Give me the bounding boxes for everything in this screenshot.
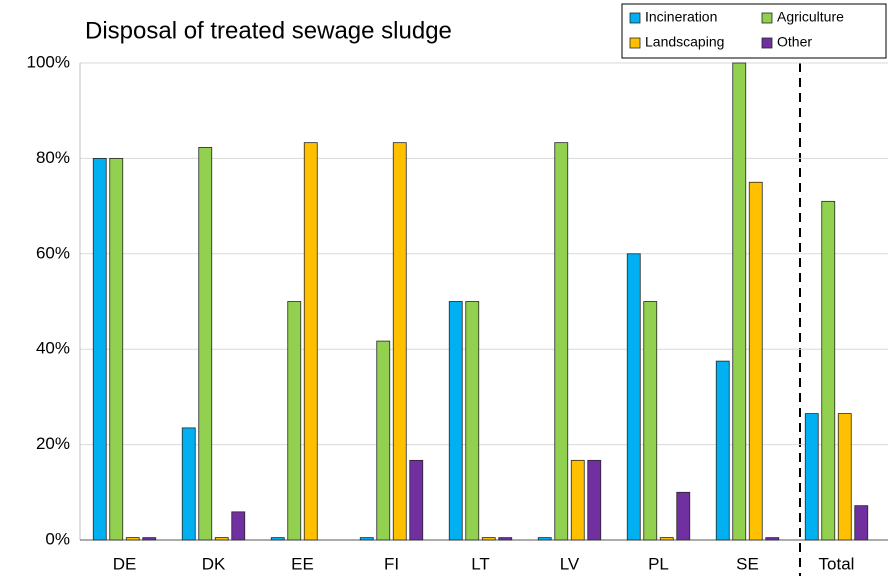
bar xyxy=(359,537,374,541)
bar xyxy=(231,511,246,541)
bar xyxy=(270,537,285,541)
bar xyxy=(448,301,463,541)
legend-swatch xyxy=(629,37,641,49)
y-tick-label: 0% xyxy=(45,529,70,548)
x-tick-label: Total xyxy=(819,554,855,573)
bar xyxy=(376,340,391,541)
x-tick-label: LV xyxy=(560,554,580,573)
bar xyxy=(643,301,658,541)
x-tick-label: DE xyxy=(113,554,137,573)
bar xyxy=(715,360,730,541)
bar xyxy=(854,505,869,541)
bar xyxy=(821,200,836,541)
bar xyxy=(587,459,602,541)
bar xyxy=(481,537,496,541)
bar xyxy=(409,459,424,541)
y-tick-label: 60% xyxy=(36,243,70,262)
legend-label: Agriculture xyxy=(777,9,844,25)
legend-swatch xyxy=(761,37,773,49)
bar xyxy=(109,157,124,541)
bar xyxy=(392,142,407,541)
bar xyxy=(676,491,691,541)
y-tick-label: 100% xyxy=(27,52,70,71)
x-tick-label: FI xyxy=(384,554,399,573)
bar xyxy=(626,253,641,541)
legend-swatch xyxy=(629,12,641,24)
bar xyxy=(142,537,157,541)
bar xyxy=(198,147,213,541)
legend-swatch xyxy=(761,12,773,24)
bar xyxy=(554,142,569,541)
bar xyxy=(498,537,513,541)
bar xyxy=(837,413,852,541)
bar xyxy=(732,62,747,541)
x-tick-label: LT xyxy=(471,554,490,573)
bar xyxy=(537,537,552,541)
legend-label: Other xyxy=(777,34,812,50)
x-tick-label: PL xyxy=(648,554,669,573)
chart-title: Disposal of treated sewage sludge xyxy=(85,17,452,44)
bar xyxy=(659,537,674,541)
y-tick-label: 80% xyxy=(36,148,70,167)
bar xyxy=(570,459,585,541)
y-tick-label: 20% xyxy=(36,434,70,453)
x-tick-label: EE xyxy=(291,554,314,573)
bar xyxy=(214,537,229,541)
bar xyxy=(125,537,140,541)
bar xyxy=(303,142,318,541)
bar xyxy=(465,301,480,541)
legend-label: Landscaping xyxy=(645,34,724,50)
y-tick-label: 40% xyxy=(36,339,70,358)
bar xyxy=(181,427,196,541)
x-tick-label: SE xyxy=(736,554,759,573)
bar xyxy=(804,413,819,541)
bar xyxy=(748,181,763,541)
legend-box xyxy=(621,3,887,59)
x-tick-label: DK xyxy=(202,554,226,573)
legend-label: Incineration xyxy=(645,9,717,25)
bar xyxy=(765,537,780,541)
bar xyxy=(92,157,107,541)
bar xyxy=(287,301,302,541)
